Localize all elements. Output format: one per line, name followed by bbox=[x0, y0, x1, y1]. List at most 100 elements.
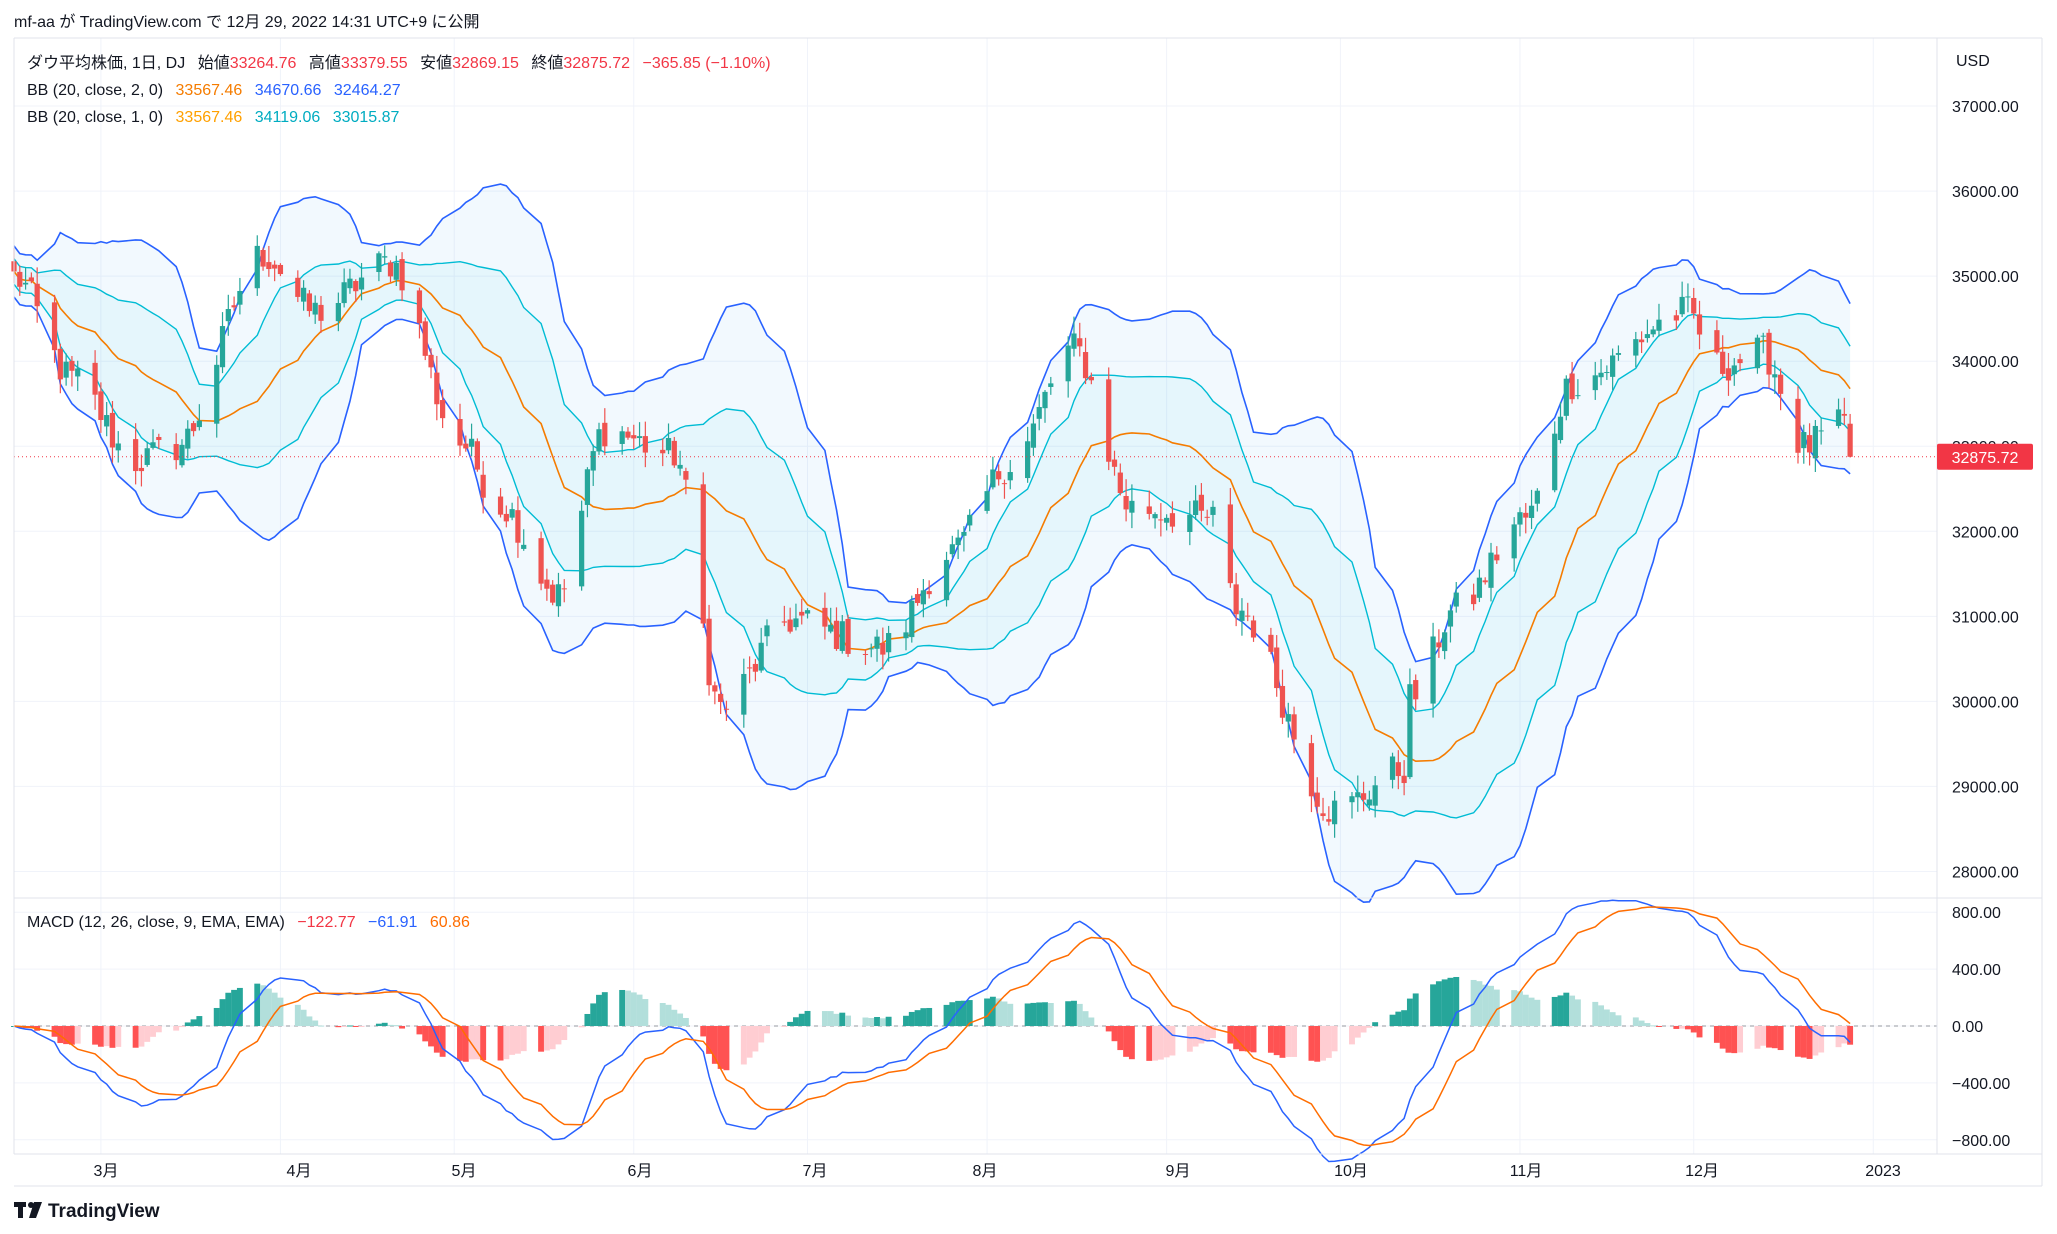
candle bbox=[34, 267, 40, 323]
candle-body bbox=[376, 253, 382, 273]
macd-histogram-bar bbox=[231, 989, 238, 1026]
candle-body bbox=[1615, 353, 1622, 355]
macd-histogram-bar bbox=[1076, 1003, 1083, 1026]
candle-body bbox=[387, 262, 394, 277]
candle-body bbox=[63, 361, 69, 378]
macd-histogram-bar bbox=[1569, 995, 1576, 1026]
currency-label[interactable]: USD bbox=[1956, 53, 1990, 70]
candle bbox=[416, 287, 423, 339]
macd-histogram-bar bbox=[1656, 1026, 1662, 1027]
candle-body bbox=[335, 303, 341, 322]
macd-histogram-bar bbox=[1430, 984, 1437, 1026]
macd-histogram-bar bbox=[74, 1026, 81, 1044]
time-axis[interactable]: 3月 4月 5月 6月 7月 8月 9月 10月 11月 12月 2023 bbox=[94, 1163, 1901, 1180]
candle-body bbox=[358, 277, 365, 290]
macd-histogram-bar bbox=[1204, 1026, 1211, 1042]
candle bbox=[1042, 390, 1048, 423]
candle-body bbox=[1048, 383, 1054, 387]
candle bbox=[1430, 622, 1436, 718]
macd-pane[interactable] bbox=[11, 899, 1937, 1163]
tradingview-logo[interactable]: TradingView bbox=[14, 1201, 160, 1222]
macd-histogram-bar bbox=[1279, 1026, 1286, 1058]
candle bbox=[839, 614, 845, 654]
macd-histogram-bar bbox=[1401, 1010, 1408, 1026]
candle bbox=[185, 420, 191, 459]
macd-histogram-bar bbox=[1644, 1023, 1651, 1026]
candle-body bbox=[1563, 378, 1569, 416]
price-axis[interactable]: 37000.0036000.0035000.0034000.0033000.00… bbox=[1952, 99, 2019, 881]
candle bbox=[1326, 806, 1332, 826]
candle bbox=[1413, 674, 1419, 711]
macd-histogram-bar bbox=[260, 985, 267, 1026]
bb2-label[interactable]: BB (20, close, 2, 0) bbox=[27, 82, 163, 99]
candle-body bbox=[602, 422, 608, 447]
candle-body bbox=[179, 444, 185, 466]
time-tick-label: 2023 bbox=[1865, 1163, 1901, 1180]
candle bbox=[1117, 463, 1123, 496]
candle-body bbox=[787, 619, 793, 632]
candle-body bbox=[254, 245, 260, 289]
candle bbox=[196, 404, 202, 431]
candle-body bbox=[1552, 433, 1558, 491]
legend-ohlc[interactable]: ダウ平均株価, 1日, DJ 始値33264.76 高値33379.55 安値3… bbox=[27, 54, 771, 72]
candle-body bbox=[590, 451, 596, 471]
macd-histogram-bar bbox=[294, 1004, 301, 1026]
candle bbox=[1575, 379, 1581, 400]
candle bbox=[584, 467, 591, 518]
macd-histogram-bar bbox=[184, 1022, 191, 1026]
macd-histogram-bar bbox=[966, 1000, 973, 1026]
candle-body bbox=[17, 271, 23, 287]
candle bbox=[1494, 546, 1500, 564]
candle-body bbox=[1598, 372, 1604, 378]
candle bbox=[677, 450, 683, 476]
candle bbox=[967, 509, 973, 532]
candle-body bbox=[909, 600, 915, 638]
candle-body bbox=[799, 611, 805, 616]
candle bbox=[949, 535, 955, 558]
candle-body bbox=[1650, 329, 1656, 335]
macd-histogram-bar bbox=[300, 1009, 307, 1026]
candle-body bbox=[1436, 642, 1442, 648]
macd-histogram-bar bbox=[254, 983, 261, 1026]
legend-bb1[interactable]: BB (20, close, 1, 0) 33567.46 34119.06 3… bbox=[27, 109, 400, 126]
candle bbox=[1563, 375, 1569, 421]
macd-histogram-bar bbox=[798, 1013, 805, 1026]
macd-histogram-bar bbox=[1441, 979, 1448, 1026]
candle bbox=[990, 456, 996, 490]
bb1-label[interactable]: BB (20, close, 1, 0) bbox=[27, 109, 163, 126]
candle-body bbox=[463, 443, 469, 449]
macd-histogram-bar bbox=[144, 1026, 151, 1042]
candle-body bbox=[1673, 315, 1679, 321]
macd-histogram-bar bbox=[949, 1002, 956, 1026]
macd-histogram-bar bbox=[1737, 1026, 1744, 1053]
macd-histogram-bar bbox=[1065, 1001, 1072, 1026]
candle-body bbox=[700, 484, 706, 624]
macd-label[interactable]: MACD (12, 26, close, 9, EMA, EMA) bbox=[27, 914, 285, 931]
candle-body bbox=[1036, 407, 1042, 419]
candle-body bbox=[619, 431, 625, 444]
candle-body bbox=[104, 415, 110, 427]
candle-body bbox=[1169, 513, 1176, 527]
candle bbox=[1835, 398, 1842, 429]
macd-histogram-bar bbox=[1841, 1026, 1848, 1044]
time-tick-label: 3月 bbox=[94, 1163, 119, 1180]
candle bbox=[1528, 489, 1535, 530]
candle-body bbox=[984, 491, 990, 511]
candle-body bbox=[225, 308, 231, 322]
bollinger-band-fill bbox=[14, 184, 1851, 903]
legend-bb2[interactable]: BB (20, close, 2, 0) 33567.46 34670.66 3… bbox=[27, 82, 401, 99]
candle-body bbox=[920, 590, 926, 605]
symbol-name[interactable]: ダウ平均株価, 1日, DJ bbox=[27, 54, 185, 72]
macd-histogram-bar bbox=[318, 1025, 324, 1027]
candle bbox=[1453, 582, 1459, 613]
macd-axis[interactable]: 800.00 400.00 0.00 −400.00 −800.00 bbox=[1952, 905, 2010, 1150]
candle-body bbox=[196, 420, 202, 428]
legend-macd[interactable]: MACD (12, 26, close, 9, EMA, EMA) −122.7… bbox=[27, 914, 470, 931]
candle-body bbox=[150, 442, 156, 448]
price-pane[interactable] bbox=[11, 183, 1937, 904]
candle bbox=[1610, 348, 1616, 391]
macd-histogram-bar bbox=[885, 1016, 892, 1026]
candle bbox=[1650, 326, 1656, 338]
candle-body bbox=[1331, 800, 1338, 825]
